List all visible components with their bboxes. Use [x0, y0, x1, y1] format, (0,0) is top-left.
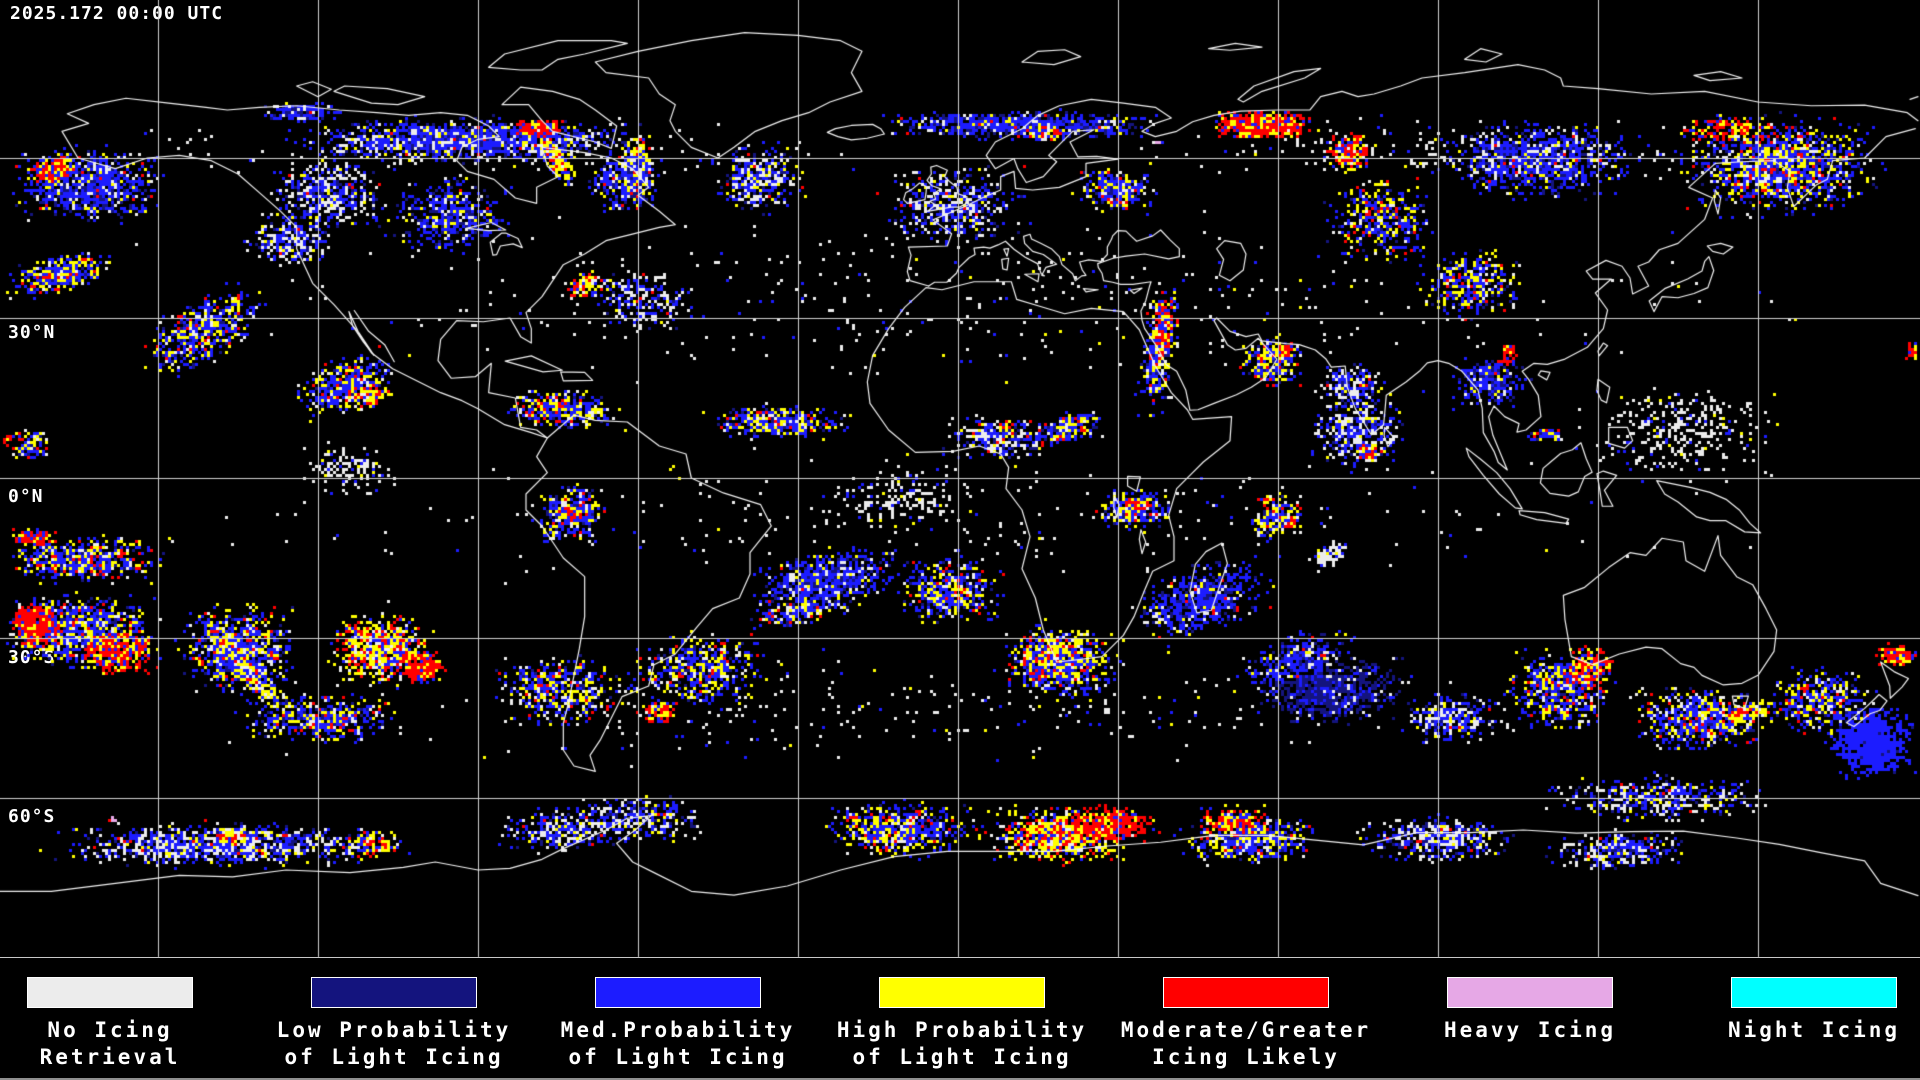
legend-label-line: Heavy Icing: [1443, 1018, 1617, 1042]
legend-label: No Icing Retrieval: [0, 1017, 240, 1071]
legend-label-line: No Icing: [47, 1018, 173, 1042]
legend-item-heavy: Heavy Icing: [1400, 977, 1660, 1044]
legend: No Icing Retrieval Low Probability of Light…: [0, 957, 1920, 1080]
legend-label: High Probability of Light Icing: [832, 1017, 1092, 1071]
legend-swatch-night: [1731, 977, 1897, 1008]
legend-label-line: of Light Icing: [568, 1045, 788, 1069]
legend-item-high: High Probability of Light Icing: [832, 977, 1092, 1071]
legend-swatch-no_icing: [27, 977, 193, 1008]
legend-item-med: Med.Probability of Light Icing: [548, 977, 808, 1071]
legend-swatch-heavy: [1447, 977, 1613, 1008]
legend-label-line: of Light Icing: [284, 1045, 504, 1069]
legend-label: Moderate/Greater Icing Likely: [1116, 1017, 1376, 1071]
legend-swatch-low: [311, 977, 477, 1008]
legend-item-no_icing: No Icing Retrieval: [0, 977, 240, 1071]
legend-label: Heavy Icing: [1400, 1017, 1660, 1044]
legend-label-line: Med.Probability: [560, 1018, 796, 1042]
legend-label-line: Moderate/Greater: [1120, 1018, 1372, 1042]
icing-map-canvas: [0, 0, 1920, 958]
legend-item-mod: Moderate/Greater Icing Likely: [1116, 977, 1376, 1071]
legend-label-line: Icing Likely: [1152, 1045, 1340, 1069]
legend-label: Med.Probability of Light Icing: [548, 1017, 808, 1071]
legend-swatch-high: [879, 977, 1045, 1008]
legend-label-line: Retrieval: [39, 1045, 181, 1069]
legend-label-line: Low Probability: [276, 1018, 512, 1042]
map-area: 2025.172 00:00 UTC 30°N0°N30°S60°S: [0, 0, 1920, 958]
legend-label-line: High Probability: [836, 1018, 1088, 1042]
legend-swatch-mod: [1163, 977, 1329, 1008]
legend-swatch-med: [595, 977, 761, 1008]
legend-label-line: Night Icing: [1727, 1018, 1901, 1042]
legend-item-night: Night Icing: [1684, 977, 1920, 1044]
legend-label: Low Probability of Light Icing: [264, 1017, 524, 1071]
legend-label: Night Icing: [1684, 1017, 1920, 1044]
legend-item-low: Low Probability of Light Icing: [264, 977, 524, 1071]
legend-label-line: of Light Icing: [852, 1045, 1072, 1069]
